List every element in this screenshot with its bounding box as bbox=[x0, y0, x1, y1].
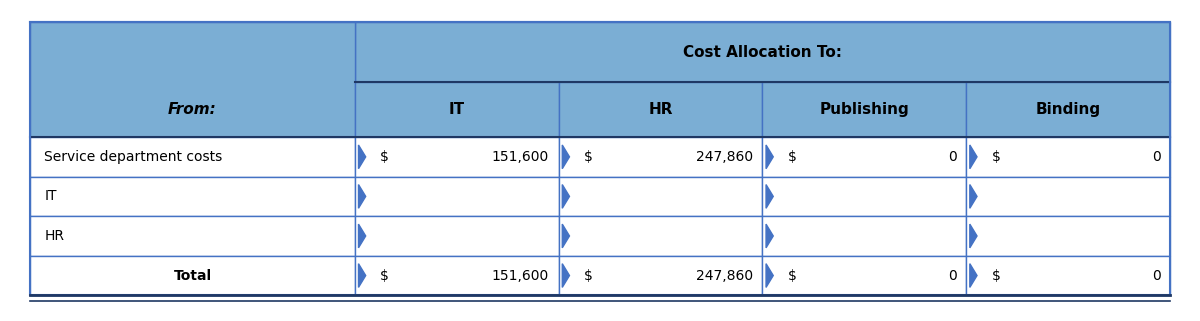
Text: Total: Total bbox=[173, 269, 211, 282]
Polygon shape bbox=[766, 264, 773, 287]
Bar bbox=[966, 216, 1170, 256]
Text: Service department costs: Service department costs bbox=[44, 150, 223, 164]
Text: 0: 0 bbox=[948, 269, 956, 282]
Text: 247,860: 247,860 bbox=[696, 150, 752, 164]
Bar bbox=[355, 82, 559, 137]
Polygon shape bbox=[563, 264, 570, 287]
Bar bbox=[559, 256, 762, 295]
Bar bbox=[355, 177, 559, 216]
Text: HR: HR bbox=[44, 229, 65, 243]
Bar bbox=[355, 216, 559, 256]
Polygon shape bbox=[766, 145, 773, 169]
Text: $: $ bbox=[991, 269, 1001, 282]
Bar bbox=[30, 22, 1170, 295]
Text: $: $ bbox=[787, 150, 797, 164]
Bar bbox=[30, 137, 355, 177]
Bar bbox=[762, 137, 966, 177]
Bar bbox=[762, 216, 966, 256]
Text: 151,600: 151,600 bbox=[492, 150, 550, 164]
Polygon shape bbox=[766, 185, 773, 208]
Bar bbox=[30, 177, 355, 216]
Bar bbox=[966, 177, 1170, 216]
Bar bbox=[559, 137, 762, 177]
Bar bbox=[559, 82, 762, 137]
Text: $: $ bbox=[380, 150, 389, 164]
Text: IT: IT bbox=[449, 102, 464, 117]
Text: $: $ bbox=[787, 269, 797, 282]
Bar bbox=[30, 216, 355, 256]
Polygon shape bbox=[970, 224, 977, 248]
Text: Publishing: Publishing bbox=[820, 102, 910, 117]
Bar bbox=[966, 82, 1170, 137]
Polygon shape bbox=[359, 224, 366, 248]
Bar bbox=[30, 22, 355, 137]
Text: HR: HR bbox=[648, 102, 673, 117]
Text: $: $ bbox=[991, 150, 1001, 164]
Text: Binding: Binding bbox=[1036, 102, 1100, 117]
Text: Cost Allocation To:: Cost Allocation To: bbox=[683, 45, 842, 60]
Text: 0: 0 bbox=[948, 150, 956, 164]
Bar bbox=[762, 177, 966, 216]
Text: 247,860: 247,860 bbox=[696, 269, 752, 282]
Text: $: $ bbox=[584, 269, 593, 282]
Bar bbox=[966, 137, 1170, 177]
Bar bbox=[762, 256, 966, 295]
Polygon shape bbox=[563, 224, 570, 248]
Text: 0: 0 bbox=[1152, 269, 1160, 282]
Bar bbox=[966, 256, 1170, 295]
Bar bbox=[559, 177, 762, 216]
Bar bbox=[355, 22, 1170, 82]
Polygon shape bbox=[359, 264, 366, 287]
Polygon shape bbox=[563, 145, 570, 169]
Polygon shape bbox=[563, 185, 570, 208]
Bar bbox=[355, 137, 559, 177]
Bar bbox=[762, 82, 966, 137]
Polygon shape bbox=[970, 264, 977, 287]
Text: $: $ bbox=[584, 150, 593, 164]
Polygon shape bbox=[359, 185, 366, 208]
Polygon shape bbox=[359, 145, 366, 169]
Text: $: $ bbox=[380, 269, 389, 282]
Bar bbox=[559, 216, 762, 256]
Polygon shape bbox=[970, 185, 977, 208]
Text: 0: 0 bbox=[1152, 150, 1160, 164]
Polygon shape bbox=[970, 145, 977, 169]
Bar bbox=[355, 256, 559, 295]
Polygon shape bbox=[766, 224, 773, 248]
Text: 151,600: 151,600 bbox=[492, 269, 550, 282]
Bar bbox=[30, 256, 355, 295]
Text: IT: IT bbox=[44, 189, 56, 204]
Text: From:: From: bbox=[168, 102, 217, 117]
